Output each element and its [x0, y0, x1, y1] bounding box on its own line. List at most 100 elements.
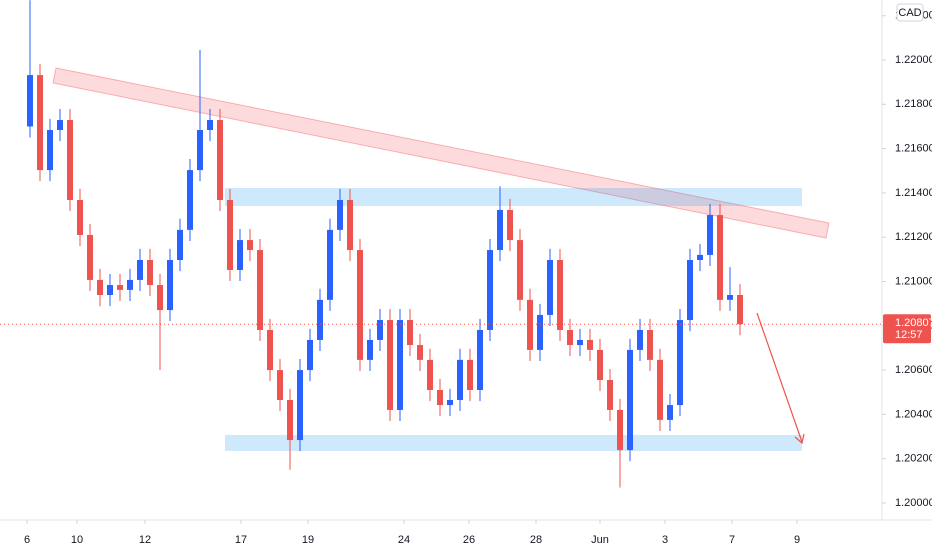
- countdown-label: 12:57: [895, 329, 923, 341]
- candle-body: [157, 285, 163, 311]
- y-tick-label: 1.21000: [895, 275, 932, 287]
- candle-body: [87, 234, 93, 280]
- candle-body: [357, 250, 363, 360]
- y-tick-label: 1.22000: [895, 54, 932, 66]
- x-tick-label: 9: [794, 534, 800, 546]
- candle-body: [267, 329, 273, 371]
- candle-body: [677, 320, 683, 406]
- candle-body: [647, 329, 653, 360]
- candle-body: [367, 339, 373, 360]
- x-tick-label: 12: [139, 534, 151, 546]
- x-tick-label: 7: [729, 534, 735, 546]
- candles: [27, 0, 743, 488]
- candle-body: [717, 215, 723, 300]
- candle-body: [227, 199, 233, 270]
- x-tick-label: 6: [24, 534, 30, 546]
- candle-body: [487, 250, 493, 330]
- candle-body: [47, 130, 53, 171]
- candle-body: [287, 399, 293, 441]
- trendline-band: [52, 67, 830, 239]
- y-tick-label: 1.21800: [895, 98, 932, 110]
- candle-body: [737, 294, 743, 325]
- candle-body: [27, 75, 33, 127]
- y-tick-label: 1.20400: [895, 408, 932, 420]
- candle-body: [197, 130, 203, 171]
- x-tick-label: 26: [463, 534, 475, 546]
- candle-body: [237, 240, 243, 270]
- candle-body: [57, 120, 63, 130]
- candle-body: [127, 279, 133, 290]
- y-tick-label: 1.21400: [895, 187, 932, 199]
- candle-body: [277, 370, 283, 400]
- y-tick-label: 1.20600: [895, 364, 932, 376]
- candle-body: [567, 329, 573, 346]
- candle-body: [617, 409, 623, 451]
- candle-body: [247, 240, 253, 251]
- candle-body: [457, 359, 463, 400]
- candle-body: [447, 399, 453, 406]
- candle-body: [577, 339, 583, 346]
- candle-body: [97, 279, 103, 295]
- projection-arrow: [756, 312, 803, 443]
- candle-body: [557, 260, 563, 330]
- candle-body: [257, 250, 263, 330]
- x-tick-label: 10: [71, 534, 83, 546]
- last-price-box: [883, 314, 931, 344]
- candle-body: [687, 260, 693, 321]
- candle-body: [307, 339, 313, 371]
- y-tick-label: 1.20200: [895, 453, 932, 465]
- drawings: [52, 67, 830, 451]
- candle-body: [607, 380, 613, 410]
- candle-body: [707, 215, 713, 255]
- candle-body: [467, 359, 473, 390]
- candle-body: [397, 320, 403, 410]
- resistance-zone: [225, 188, 802, 206]
- candle-body: [67, 120, 73, 200]
- x-tick-label: Jun: [591, 534, 609, 546]
- candle-body: [207, 120, 213, 130]
- candle-body: [117, 285, 123, 290]
- candle-body: [407, 320, 413, 346]
- candle-body: [217, 120, 223, 200]
- candle-body: [107, 285, 113, 295]
- candle-body: [497, 209, 503, 251]
- candle-body: [377, 320, 383, 340]
- candle-body: [297, 370, 303, 441]
- candle-body: [177, 229, 183, 260]
- candle-body: [547, 260, 553, 315]
- candle-body: [597, 349, 603, 381]
- y-tick-label: 1.21600: [895, 143, 932, 155]
- candle-body: [697, 254, 703, 260]
- candle-body: [37, 75, 43, 171]
- candle-body: [477, 329, 483, 390]
- candle-body: [637, 329, 643, 350]
- x-tick-label: 28: [530, 534, 542, 546]
- candle-body: [587, 339, 593, 350]
- candle-body: [517, 240, 523, 300]
- candle-body: [727, 294, 733, 300]
- candle-body: [417, 345, 423, 360]
- candle-body: [667, 405, 673, 420]
- currency-badge: [896, 3, 924, 22]
- currency-label: CAD: [898, 7, 921, 19]
- candle-body: [537, 314, 543, 350]
- candle-body: [147, 260, 153, 286]
- candle-body: [327, 229, 333, 300]
- candle-body: [347, 199, 353, 251]
- candle-body: [427, 359, 433, 390]
- candle-body: [187, 170, 193, 230]
- x-tick-label: 3: [662, 534, 668, 546]
- candle-body: [627, 349, 633, 451]
- candle-body: [387, 320, 393, 410]
- candle-body: [657, 359, 663, 420]
- x-tick-label: 17: [235, 534, 247, 546]
- candle-body: [317, 299, 323, 340]
- x-tick-label: 19: [302, 534, 314, 546]
- arrow-head: [794, 433, 805, 445]
- y-tick-label: 1.20000: [895, 497, 932, 509]
- candle-body: [437, 390, 443, 406]
- x-tick-label: 24: [398, 534, 410, 546]
- support-zone: [225, 435, 802, 451]
- candle-body: [337, 199, 343, 230]
